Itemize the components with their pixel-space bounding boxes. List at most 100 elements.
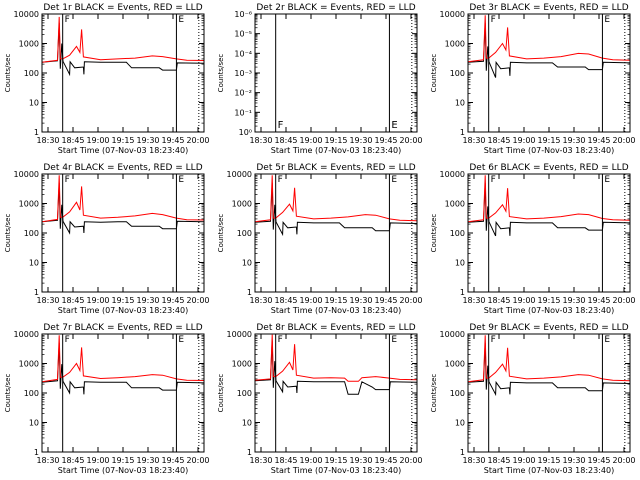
marker-label: E: [178, 15, 184, 25]
x-tick-label: 18:30: [36, 136, 59, 145]
x-tick-label: 19:30: [136, 296, 159, 305]
y-tick-label: 10000: [440, 10, 465, 19]
x-tick-label: 20:00: [612, 296, 635, 305]
x-tick-label: 19:00: [299, 296, 322, 305]
x-axis-label: Start Time (07-Nov-03 18:23:40): [484, 146, 614, 155]
x-tick-label: 18:45: [61, 296, 84, 305]
y-tick-label: 1: [34, 128, 39, 137]
plot-frame: [467, 173, 631, 293]
panel-title: Det 2r BLACK = Events, RED = LLD: [256, 3, 415, 13]
x-tick-label: 18:45: [274, 456, 297, 465]
x-tick-label: 19:00: [299, 456, 322, 465]
marker-label: E: [391, 335, 397, 345]
marker-label: E: [178, 335, 184, 345]
x-axis-label: Start Time (07-Nov-03 18:23:40): [271, 466, 401, 475]
x-tick-label: 19:45: [587, 136, 610, 145]
plot-frame: [41, 173, 205, 293]
x-axis-label: Start Time (07-Nov-03 18:23:40): [271, 146, 401, 155]
plot-frame: [467, 13, 631, 133]
panel-det-9: Det 9r BLACK = Events, RED = LLD 1 10 100 10…: [430, 323, 636, 475]
x-tick-label: 18:30: [462, 296, 485, 305]
x-tick-label: 19:00: [512, 296, 535, 305]
panel-title: Det 7r BLACK = Events, RED = LLD: [43, 323, 202, 333]
marker-label: E: [604, 15, 610, 25]
x-tick-label: 19:00: [86, 296, 109, 305]
y-tick-label: 10⁻³: [234, 69, 252, 78]
x-tick-label: 19:15: [111, 456, 134, 465]
panel-title: Det 8r BLACK = Events, RED = LLD: [256, 323, 415, 333]
x-tick-label: 19:00: [86, 456, 109, 465]
x-tick-label: 19:15: [111, 136, 134, 145]
y-tick-label: 1: [34, 288, 39, 297]
y-tick-label: 10⁻⁴: [234, 49, 252, 58]
series-lld: [468, 15, 630, 63]
y-tick-label: 1: [34, 448, 39, 457]
marker-label: F: [491, 335, 496, 345]
plot-frame: [41, 333, 205, 453]
series-events: [42, 182, 204, 235]
y-tick-label: 1000: [232, 360, 252, 369]
y-tick-label: 1: [460, 448, 465, 457]
series-lld: [42, 16, 204, 63]
series-lld: [42, 335, 204, 383]
x-tick-label: 19:15: [324, 136, 347, 145]
series-lld: [255, 175, 417, 223]
y-tick-label: 10⁰: [239, 128, 252, 137]
x-tick-label: 19:45: [374, 136, 397, 145]
y-tick-label: 1000: [19, 40, 39, 49]
y-tick-label: 10000: [14, 330, 39, 339]
y-tick-label: 10: [455, 419, 465, 428]
panel-title: Det 1r BLACK = Events, RED = LLD: [43, 3, 202, 13]
x-tick-label: 19:30: [562, 136, 585, 145]
panel-title: Det 5r BLACK = Events, RED = LLD: [256, 163, 415, 173]
series-lld: [42, 175, 204, 223]
x-axis-label: Start Time (07-Nov-03 18:23:40): [58, 306, 188, 315]
x-axis-label: Start Time (07-Nov-03 18:23:40): [271, 306, 401, 315]
marker-label: F: [65, 335, 70, 345]
panel-det-5: Det 5r BLACK = Events, RED = LLD 1 10 100 10…: [217, 163, 423, 315]
y-axis-label: Counts/sec: [4, 54, 12, 93]
y-tick-label: 10: [242, 259, 252, 268]
x-tick-label: 19:15: [537, 136, 560, 145]
x-tick-label: 20:00: [399, 456, 422, 465]
marker-label: F: [278, 175, 283, 185]
y-tick-label: 10: [242, 419, 252, 428]
y-tick-label: 10: [455, 259, 465, 268]
x-tick-label: 19:45: [587, 456, 610, 465]
y-axis-label: Counts/sec: [430, 374, 438, 413]
y-tick-label: 100: [450, 69, 465, 78]
y-axis-label: Counts/sec: [4, 214, 12, 253]
y-tick-label: 100: [450, 229, 465, 238]
x-tick-label: 18:30: [249, 296, 272, 305]
series-lld: [468, 335, 630, 383]
panel-det-8: Det 8r BLACK = Events, RED = LLD 1 10 100 10…: [217, 323, 423, 475]
x-tick-label: 19:30: [562, 456, 585, 465]
x-tick-label: 19:00: [512, 456, 535, 465]
y-tick-label: 10000: [227, 330, 252, 339]
series-events: [42, 22, 204, 77]
panel-title: Det 9r BLACK = Events, RED = LLD: [469, 323, 628, 333]
x-tick-label: 19:30: [136, 456, 159, 465]
y-tick-label: 100: [24, 229, 39, 238]
x-tick-label: 18:45: [487, 136, 510, 145]
y-tick-label: 100: [450, 389, 465, 398]
x-tick-label: 19:30: [562, 296, 585, 305]
x-tick-label: 18:30: [36, 456, 59, 465]
x-tick-label: 19:15: [537, 296, 560, 305]
x-tick-label: 18:45: [274, 136, 297, 145]
x-tick-label: 18:45: [61, 456, 84, 465]
series-events: [255, 340, 417, 395]
x-tick-label: 20:00: [612, 136, 635, 145]
plot-frame: [467, 333, 631, 453]
x-axis-label: Start Time (07-Nov-03 18:23:40): [484, 466, 614, 475]
marker-label: F: [491, 15, 496, 25]
y-tick-label: 10⁻²: [234, 89, 252, 98]
x-tick-label: 19:45: [374, 456, 397, 465]
panel-det-1: Det 1r BLACK = Events, RED = LLD 1 10 100 10…: [4, 3, 210, 155]
x-tick-label: 19:30: [349, 296, 372, 305]
x-tick-label: 18:30: [249, 136, 272, 145]
x-tick-label: 20:00: [186, 296, 209, 305]
series-lld: [255, 334, 417, 382]
y-tick-label: 100: [24, 69, 39, 78]
y-axis-label: Counts/sec: [217, 214, 225, 253]
